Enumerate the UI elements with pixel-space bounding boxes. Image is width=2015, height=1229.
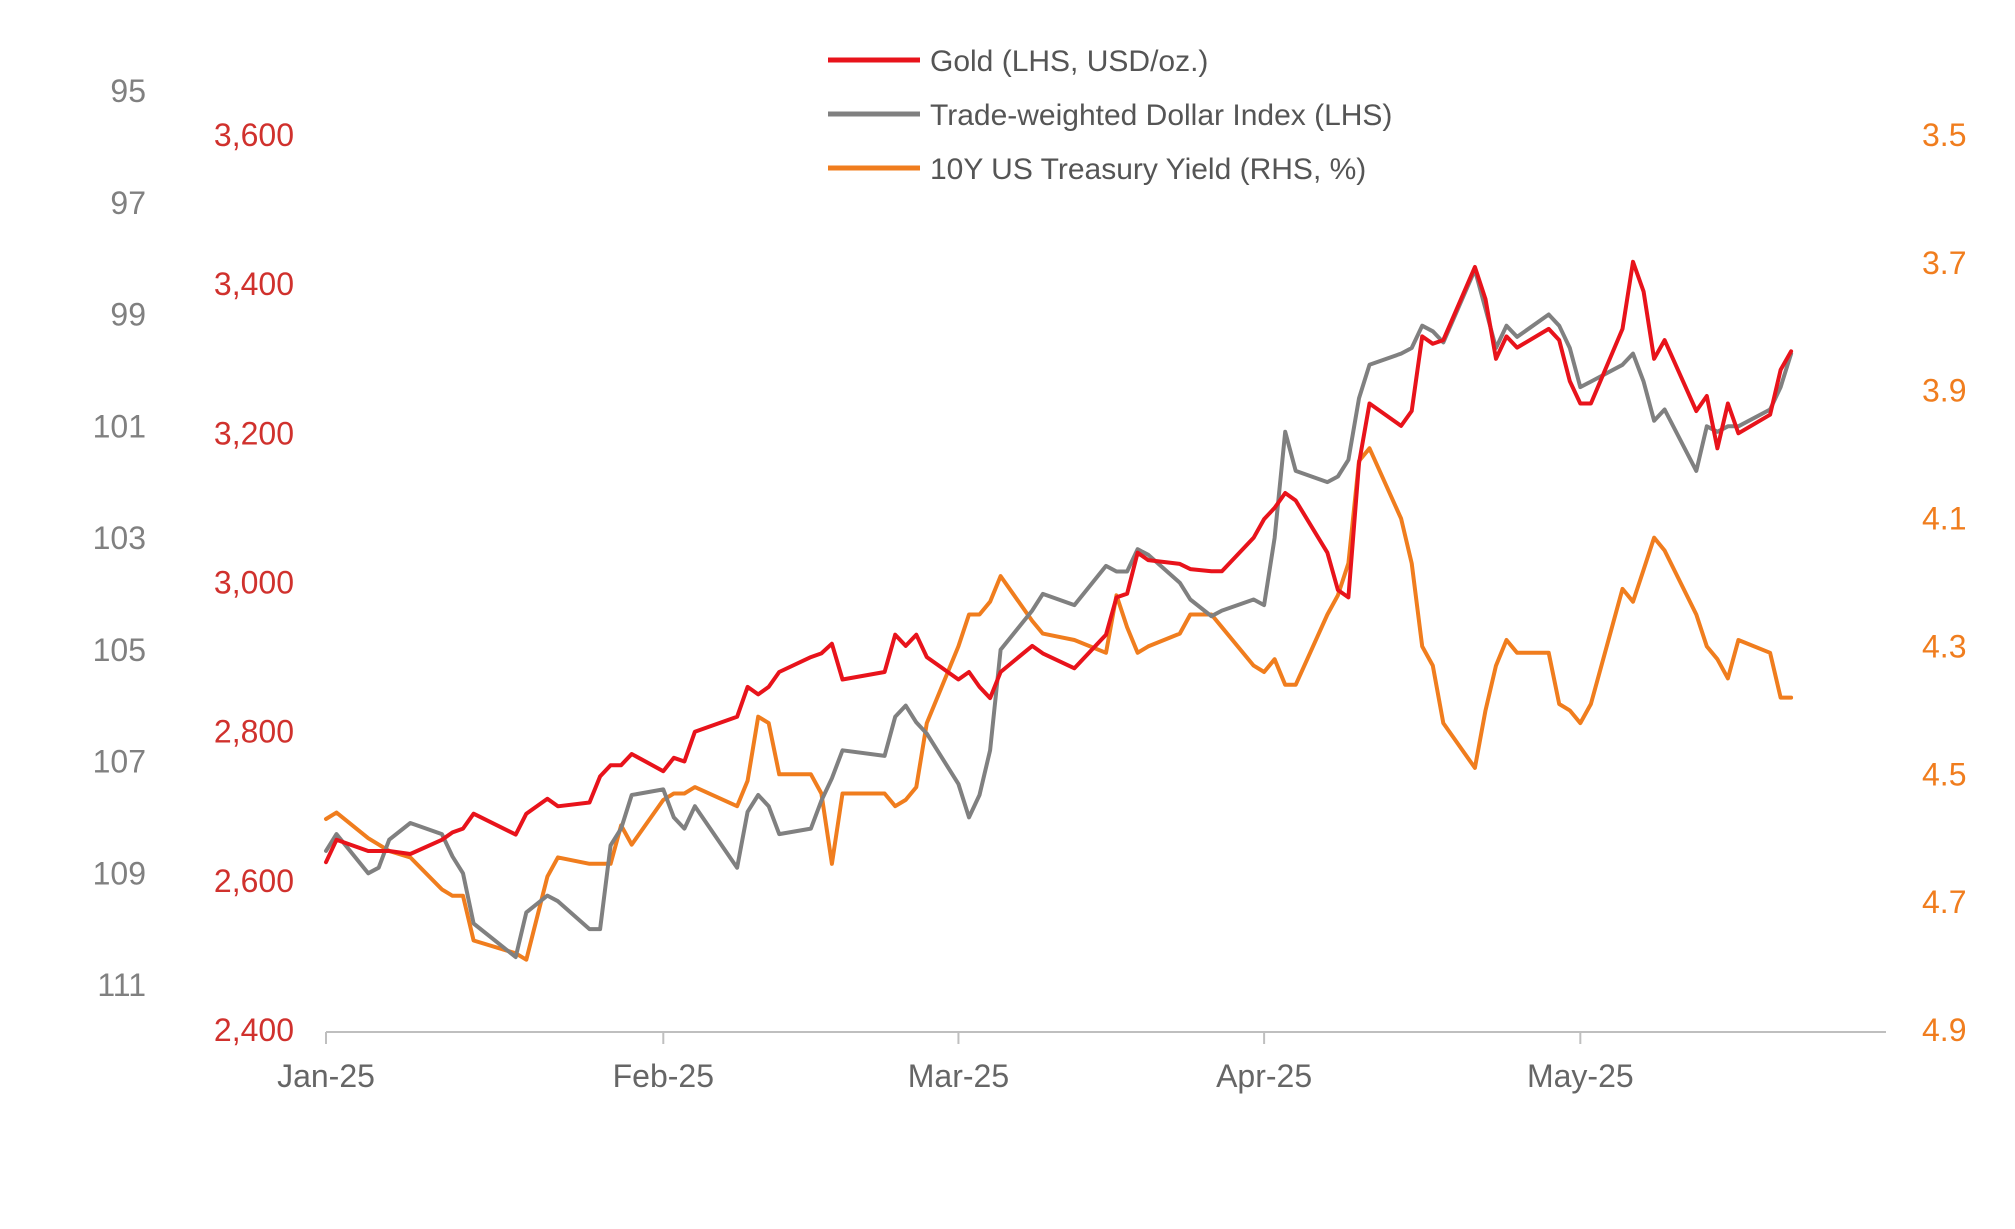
gold-tick-label: 3,600 — [214, 117, 294, 153]
series-line-dollar-index — [324, 267, 1794, 960]
yield-tick-label: 3.7 — [1922, 245, 1966, 281]
legend-label: 10Y US Treasury Yield (RHS, %) — [930, 153, 1366, 186]
legend-label: Trade-weighted Dollar Index (LHS) — [930, 99, 1392, 132]
left-axis-gold: 2,400 2,600 2,800 3,000 3,200 3,400 3,600 — [214, 117, 294, 1048]
x-tick-label: Jan-25 — [277, 1058, 375, 1094]
dollar-tick-label: 107 — [93, 744, 146, 780]
dollar-tick-label: 101 — [93, 408, 146, 444]
yield-tick-label: 4.1 — [1922, 501, 1966, 537]
dollar-tick-label: 105 — [93, 632, 146, 668]
series-line-gold — [324, 259, 1794, 865]
gold-tick-label: 3,000 — [214, 565, 294, 601]
dollar-tick-label: 97 — [110, 185, 146, 221]
dollar-tick-label: 109 — [93, 855, 146, 891]
dollar-tick-label: 99 — [110, 297, 146, 333]
left-axis-dollar-index: 95 97 99 101 103 105 107 109 111 — [93, 73, 146, 1003]
series-layer — [324, 259, 1794, 962]
gold-tick-label: 3,200 — [214, 415, 294, 451]
dollar-tick-label: 95 — [110, 73, 146, 109]
gold-tick-label: 3,400 — [214, 266, 294, 302]
x-tick-label: May-25 — [1527, 1058, 1634, 1094]
yield-tick-label: 4.5 — [1922, 756, 1966, 792]
x-tick-label: Feb-25 — [613, 1058, 714, 1094]
x-tick-label: Mar-25 — [908, 1058, 1009, 1094]
yield-tick-label: 4.7 — [1922, 884, 1966, 920]
yield-tick-label: 4.9 — [1922, 1012, 1966, 1048]
yield-tick-label: 3.5 — [1922, 117, 1966, 153]
gold-tick-label: 2,800 — [214, 714, 294, 750]
gold-tick-label: 2,400 — [214, 1012, 294, 1048]
right-axis-treasury-yield: 3.5 3.7 3.9 4.1 4.3 4.5 4.7 4.9 — [1922, 117, 1966, 1048]
yield-tick-label: 4.3 — [1922, 628, 1966, 664]
series-line-treasury-yield — [324, 446, 1794, 962]
legend: Gold (LHS, USD/oz.) Trade-weighted Dollar… — [828, 45, 1392, 186]
dollar-tick-label: 103 — [93, 520, 146, 556]
dollar-tick-label: 111 — [97, 967, 146, 1003]
x-tick-label: Apr-25 — [1216, 1058, 1312, 1094]
legend-label: Gold (LHS, USD/oz.) — [930, 45, 1208, 78]
yield-tick-label: 3.9 — [1922, 373, 1966, 409]
gold-tick-label: 2,600 — [214, 863, 294, 899]
x-axis: Jan-25 Feb-25 Mar-25 Apr-25 May-25 — [277, 1031, 1886, 1094]
